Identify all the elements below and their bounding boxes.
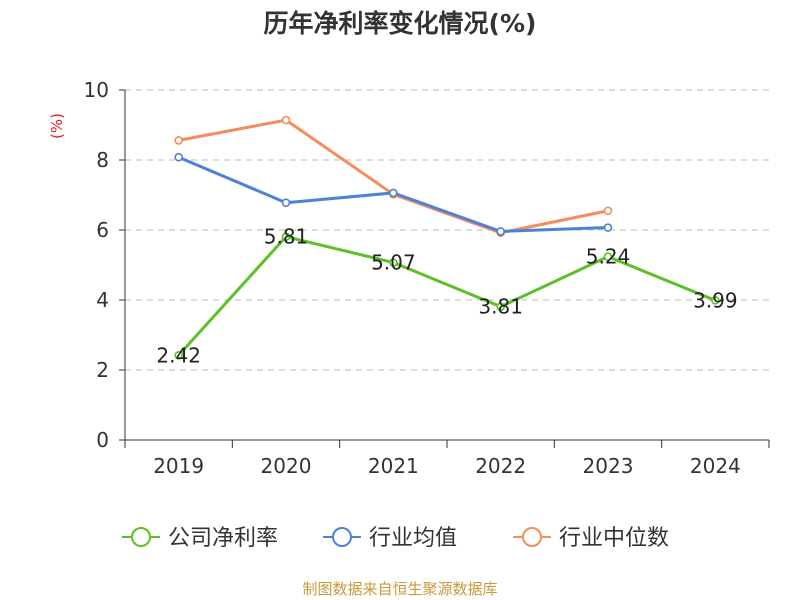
data-point [174, 350, 183, 360]
series-line-0 [177, 235, 716, 357]
data-label: 3.81 [478, 295, 523, 319]
legend-label: 公司净利率 [168, 526, 278, 551]
x-tick-label: 2019 [153, 454, 204, 478]
legend-marker [522, 527, 542, 547]
source-note: 制图数据来自恒生聚源数据库 [302, 580, 498, 598]
y-tick-label: 2 [96, 358, 109, 382]
data-label: 2.42 [156, 343, 201, 367]
axes: 0 2 4 6 8 10 2019 2020 2021 2022 2023 2024 [84, 78, 770, 478]
series-lines [177, 118, 716, 357]
data-label: 5.07 [371, 251, 416, 275]
data-label: 5.81 [264, 225, 309, 249]
grid-lines [125, 89, 769, 371]
x-tick-label: 2021 [368, 454, 419, 478]
y-tick-label: 0 [96, 428, 109, 452]
data-point [174, 152, 183, 162]
series-line-2 [178, 118, 609, 235]
x-tick-label: 2022 [475, 454, 526, 478]
data-label: 3.99 [693, 288, 738, 312]
legend-marker [332, 527, 352, 547]
legend-label: 行业均值 [369, 526, 457, 551]
series-points [174, 115, 720, 360]
data-point [281, 232, 291, 241]
chart-title: 历年净利率变化情况(%) [263, 9, 537, 38]
data-point [603, 206, 613, 216]
y-tick-label: 6 [96, 218, 109, 242]
x-tick-label: 2024 [690, 454, 741, 478]
data-point [281, 115, 291, 125]
data-point [496, 302, 505, 311]
data-point [174, 136, 183, 145]
y-tick-label: 8 [96, 148, 109, 172]
data-point [603, 252, 613, 261]
y-axis-label: (%) [48, 113, 66, 139]
data-label: 5.24 [586, 245, 631, 269]
x-tick-label: 2023 [583, 454, 634, 478]
data-labels: 2.42 5.81 5.07 3.81 5.24 3.99 [156, 225, 737, 368]
data-point [389, 188, 398, 198]
y-tick-label: 10 [84, 78, 109, 102]
data-point [603, 223, 613, 232]
data-point [389, 258, 398, 267]
legend-label: 行业中位数 [559, 526, 669, 551]
data-point [281, 198, 291, 207]
data-point [711, 296, 720, 305]
legend-marker [131, 527, 151, 547]
data-point [496, 227, 505, 236]
x-tick-label: 2020 [261, 454, 312, 478]
y-tick-label: 4 [96, 288, 109, 312]
legend: 公司净利率 行业均值 行业中位数 [122, 526, 669, 551]
